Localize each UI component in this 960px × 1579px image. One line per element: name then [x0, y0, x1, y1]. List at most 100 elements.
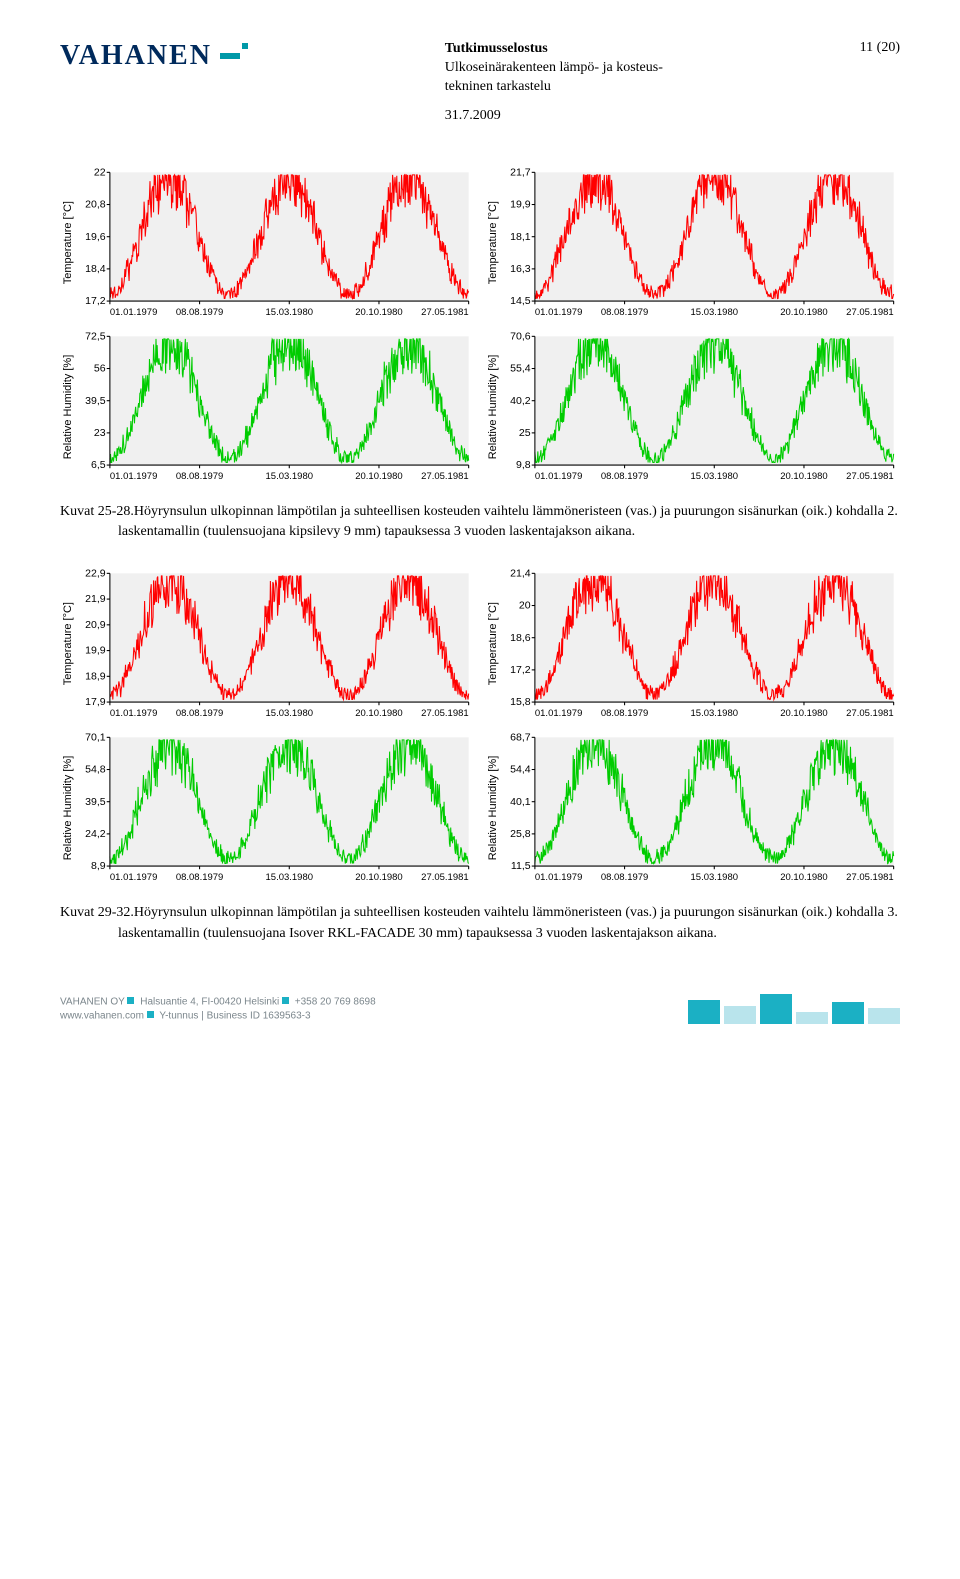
- svg-text:15.03.1980: 15.03.1980: [691, 872, 738, 883]
- svg-text:25: 25: [519, 427, 531, 439]
- svg-text:08.08.1979: 08.08.1979: [176, 872, 223, 883]
- footer-bar: [868, 1008, 900, 1024]
- svg-text:08.08.1979: 08.08.1979: [176, 471, 223, 482]
- svg-text:27.05.1981: 27.05.1981: [846, 872, 893, 883]
- chart-temp-left-2: Temperature [°C] 22,921,920,919,918,917,…: [60, 567, 475, 725]
- svg-text:01.01.1979: 01.01.1979: [535, 306, 582, 317]
- caption-2: Kuvat 29-32.Höyrynsulun ulkopinnan lämpö…: [60, 903, 900, 944]
- svg-text:40,2: 40,2: [510, 395, 531, 407]
- svg-text:27.05.1981: 27.05.1981: [421, 306, 468, 317]
- svg-text:20.10.1980: 20.10.1980: [355, 471, 402, 482]
- svg-text:18,9: 18,9: [85, 670, 106, 682]
- svg-text:68,7: 68,7: [510, 731, 531, 743]
- svg-text:15.03.1980: 15.03.1980: [266, 872, 313, 883]
- chart-temp-right-1: Temperature [°C] 21,719,918,116,314,5 01…: [485, 166, 900, 324]
- svg-text:21,4: 21,4: [510, 567, 531, 579]
- logo-mark: [220, 43, 248, 72]
- svg-text:11,5: 11,5: [511, 860, 531, 872]
- svg-text:01.01.1979: 01.01.1979: [110, 471, 157, 482]
- chart-temp-right-2: Temperature [°C] 21,42018,617,215,8 01.0…: [485, 567, 900, 725]
- svg-text:20.10.1980: 20.10.1980: [355, 872, 402, 883]
- svg-text:20.10.1980: 20.10.1980: [355, 708, 402, 719]
- chart-rh-right-1: Relative Humidity [%] 70,655,440,2259,8 …: [485, 330, 900, 488]
- svg-text:9,8: 9,8: [516, 459, 531, 471]
- doc-date: 31.7.2009: [445, 107, 663, 126]
- svg-text:39,5: 39,5: [85, 796, 106, 808]
- svg-text:40,1: 40,1: [510, 796, 531, 808]
- footer-text: VAHANEN OY Halsuantie 4, FI-00420 Helsin…: [60, 995, 376, 1024]
- svg-text:20: 20: [519, 599, 531, 611]
- svg-text:55,4: 55,4: [510, 363, 531, 375]
- svg-text:08.08.1979: 08.08.1979: [601, 872, 648, 883]
- svg-text:39,5: 39,5: [85, 395, 106, 407]
- footer-bar: [760, 994, 792, 1024]
- svg-text:22: 22: [94, 166, 106, 178]
- header-center: Tutkimusselostus Ulkoseinärakenteen lämp…: [445, 40, 663, 126]
- page-number: 11 (20): [860, 40, 900, 56]
- svg-text:08.08.1979: 08.08.1979: [601, 708, 648, 719]
- doc-subtitle-1: Ulkoseinärakenteen lämpö- ja kosteus-: [445, 59, 663, 78]
- square-icon: [147, 1009, 154, 1023]
- footer-bars: [688, 994, 900, 1024]
- svg-text:27.05.1981: 27.05.1981: [421, 708, 468, 719]
- svg-text:17,9: 17,9: [85, 696, 106, 708]
- footer-bar: [832, 1002, 864, 1024]
- svg-text:20,8: 20,8: [85, 198, 106, 210]
- svg-text:19,9: 19,9: [510, 198, 531, 210]
- svg-text:8,9: 8,9: [91, 860, 106, 872]
- svg-text:15.03.1980: 15.03.1980: [691, 708, 738, 719]
- footer-bar: [796, 1012, 828, 1024]
- doc-subtitle-2: tekninen tarkastelu: [445, 78, 663, 97]
- charts-block-1: Temperature [°C] 2220,819,618,417,2 01.0…: [60, 166, 900, 489]
- svg-text:18,4: 18,4: [85, 263, 106, 275]
- svg-text:27.05.1981: 27.05.1981: [421, 872, 468, 883]
- chart-rh-left-2: Relative Humidity [%] 70,154,839,524,28,…: [60, 731, 475, 889]
- svg-text:20.10.1980: 20.10.1980: [780, 471, 827, 482]
- logo-text: VAHANEN: [60, 40, 212, 72]
- svg-text:72,5: 72,5: [85, 330, 106, 342]
- svg-text:23: 23: [94, 427, 106, 439]
- svg-text:08.08.1979: 08.08.1979: [176, 306, 223, 317]
- svg-text:25,8: 25,8: [510, 828, 531, 840]
- chart-temp-left-1: Temperature [°C] 2220,819,618,417,2 01.0…: [60, 166, 475, 324]
- svg-text:56: 56: [94, 363, 106, 375]
- svg-text:15.03.1980: 15.03.1980: [266, 708, 313, 719]
- svg-text:15.03.1980: 15.03.1980: [266, 306, 313, 317]
- charts-block-2: Temperature [°C] 22,921,920,919,918,917,…: [60, 567, 900, 890]
- svg-text:27.05.1981: 27.05.1981: [421, 471, 468, 482]
- svg-text:19,9: 19,9: [85, 644, 106, 656]
- svg-text:70,1: 70,1: [85, 731, 106, 743]
- svg-text:18,6: 18,6: [510, 632, 531, 644]
- svg-text:15.03.1980: 15.03.1980: [691, 306, 738, 317]
- svg-text:24,2: 24,2: [85, 828, 106, 840]
- svg-text:20.10.1980: 20.10.1980: [780, 872, 827, 883]
- square-icon: [127, 995, 134, 1009]
- svg-text:27.05.1981: 27.05.1981: [846, 708, 893, 719]
- svg-text:14,5: 14,5: [510, 295, 531, 307]
- svg-text:54,4: 54,4: [510, 764, 531, 776]
- svg-text:16,3: 16,3: [510, 263, 531, 275]
- svg-text:6,5: 6,5: [91, 459, 106, 471]
- svg-text:01.01.1979: 01.01.1979: [110, 306, 157, 317]
- svg-text:01.01.1979: 01.01.1979: [110, 708, 157, 719]
- svg-text:20,9: 20,9: [85, 619, 106, 631]
- svg-text:08.08.1979: 08.08.1979: [601, 471, 648, 482]
- footer-bar: [688, 1000, 720, 1024]
- svg-text:18,1: 18,1: [510, 230, 531, 242]
- svg-text:17,2: 17,2: [510, 664, 531, 676]
- page-footer: VAHANEN OY Halsuantie 4, FI-00420 Helsin…: [60, 994, 900, 1024]
- svg-text:21,7: 21,7: [510, 166, 531, 178]
- svg-text:54,8: 54,8: [85, 764, 106, 776]
- caption-1: Kuvat 25-28.Höyrynsulun ulkopinnan lämpö…: [60, 502, 900, 543]
- svg-text:01.01.1979: 01.01.1979: [535, 708, 582, 719]
- chart-rh-right-2: Relative Humidity [%] 68,754,440,125,811…: [485, 731, 900, 889]
- svg-text:01.01.1979: 01.01.1979: [535, 471, 582, 482]
- svg-text:20.10.1980: 20.10.1980: [355, 306, 402, 317]
- svg-text:15,8: 15,8: [510, 696, 531, 708]
- svg-text:20.10.1980: 20.10.1980: [780, 306, 827, 317]
- svg-text:15.03.1980: 15.03.1980: [691, 471, 738, 482]
- svg-text:20.10.1980: 20.10.1980: [780, 708, 827, 719]
- svg-text:15.03.1980: 15.03.1980: [266, 471, 313, 482]
- svg-text:22,9: 22,9: [85, 567, 106, 579]
- logo: VAHANEN: [60, 40, 248, 72]
